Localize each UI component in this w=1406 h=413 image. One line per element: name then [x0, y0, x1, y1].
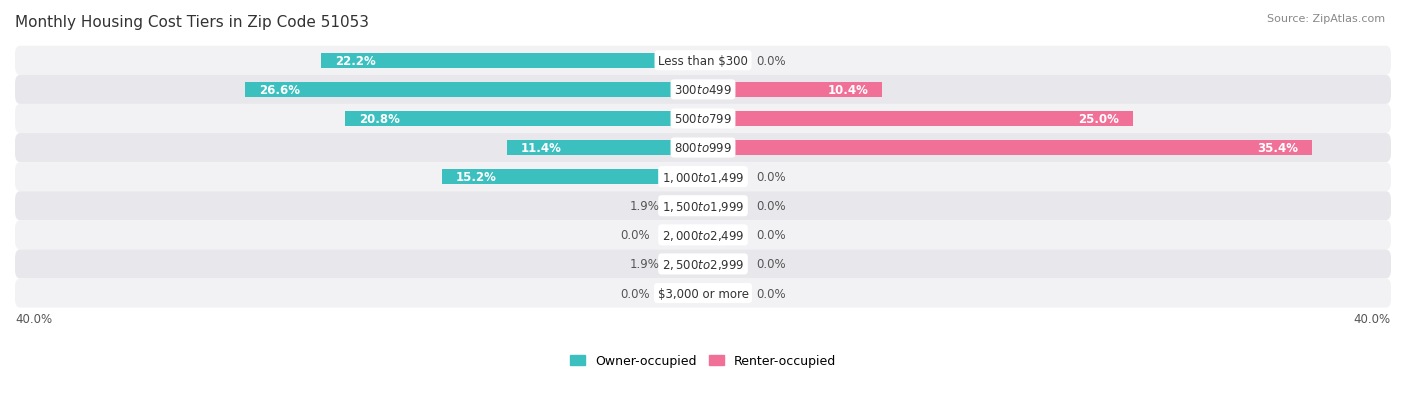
Bar: [703, 54, 747, 69]
FancyBboxPatch shape: [15, 134, 1391, 163]
Text: 0.0%: 0.0%: [620, 229, 650, 242]
Text: $300 to $499: $300 to $499: [673, 84, 733, 97]
Text: $2,000 to $2,499: $2,000 to $2,499: [662, 228, 744, 242]
Bar: [703, 257, 747, 272]
Text: 0.0%: 0.0%: [756, 287, 786, 300]
Text: $800 to $999: $800 to $999: [673, 142, 733, 155]
Text: Monthly Housing Cost Tiers in Zip Code 51053: Monthly Housing Cost Tiers in Zip Code 5…: [15, 15, 368, 30]
FancyBboxPatch shape: [15, 250, 1391, 279]
Bar: [671, 257, 703, 272]
Text: $500 to $799: $500 to $799: [673, 113, 733, 126]
Text: $2,500 to $2,999: $2,500 to $2,999: [662, 257, 744, 271]
Bar: [703, 199, 747, 214]
Text: 10.4%: 10.4%: [827, 84, 868, 97]
FancyBboxPatch shape: [15, 76, 1391, 104]
Text: 15.2%: 15.2%: [456, 171, 496, 184]
Text: 22.2%: 22.2%: [335, 55, 375, 68]
Bar: [703, 112, 1133, 127]
Text: 0.0%: 0.0%: [756, 200, 786, 213]
Bar: [659, 228, 703, 243]
FancyBboxPatch shape: [15, 104, 1391, 134]
Bar: [703, 286, 747, 301]
Text: 0.0%: 0.0%: [756, 171, 786, 184]
Bar: [703, 141, 1312, 156]
Bar: [508, 141, 703, 156]
Bar: [441, 170, 703, 185]
FancyBboxPatch shape: [15, 163, 1391, 192]
Text: 20.8%: 20.8%: [359, 113, 399, 126]
Text: 11.4%: 11.4%: [520, 142, 561, 155]
FancyBboxPatch shape: [15, 221, 1391, 250]
Bar: [659, 286, 703, 301]
FancyBboxPatch shape: [15, 47, 1391, 76]
Text: 40.0%: 40.0%: [15, 312, 52, 325]
Text: 0.0%: 0.0%: [756, 55, 786, 68]
Text: 0.0%: 0.0%: [756, 229, 786, 242]
Bar: [246, 83, 703, 98]
Bar: [703, 228, 747, 243]
Text: $1,500 to $1,999: $1,500 to $1,999: [662, 199, 744, 213]
Text: Source: ZipAtlas.com: Source: ZipAtlas.com: [1267, 14, 1385, 24]
FancyBboxPatch shape: [15, 279, 1391, 308]
Bar: [703, 170, 747, 185]
Text: $1,000 to $1,499: $1,000 to $1,499: [662, 170, 744, 184]
Text: 26.6%: 26.6%: [259, 84, 301, 97]
Text: 0.0%: 0.0%: [620, 287, 650, 300]
Bar: [671, 199, 703, 214]
Bar: [321, 54, 703, 69]
FancyBboxPatch shape: [15, 192, 1391, 221]
Text: $3,000 or more: $3,000 or more: [658, 287, 748, 300]
Bar: [703, 83, 882, 98]
Text: Less than $300: Less than $300: [658, 55, 748, 68]
Text: 25.0%: 25.0%: [1078, 113, 1119, 126]
Text: 1.9%: 1.9%: [630, 258, 659, 271]
Text: 1.9%: 1.9%: [630, 200, 659, 213]
Text: 0.0%: 0.0%: [756, 258, 786, 271]
Text: 35.4%: 35.4%: [1257, 142, 1298, 155]
Legend: Owner-occupied, Renter-occupied: Owner-occupied, Renter-occupied: [569, 354, 837, 368]
Text: 40.0%: 40.0%: [1354, 312, 1391, 325]
Bar: [346, 112, 703, 127]
